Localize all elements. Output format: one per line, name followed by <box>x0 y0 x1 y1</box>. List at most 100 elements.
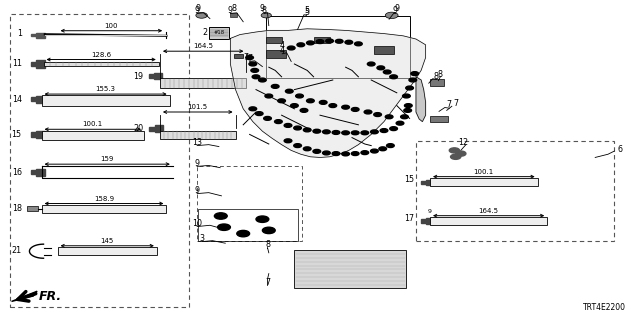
Text: FR.: FR. <box>38 290 61 302</box>
Circle shape <box>307 41 314 45</box>
Text: TRT4E2200: TRT4E2200 <box>583 303 626 312</box>
Circle shape <box>271 84 279 88</box>
Circle shape <box>361 151 369 155</box>
Circle shape <box>218 224 230 230</box>
Text: 9: 9 <box>428 209 432 214</box>
Text: 100.1: 100.1 <box>83 121 103 127</box>
Text: #18: #18 <box>213 30 225 36</box>
Text: 15: 15 <box>12 130 22 139</box>
Circle shape <box>371 130 378 134</box>
Text: 12: 12 <box>458 138 468 147</box>
Circle shape <box>251 68 259 72</box>
Bar <box>374 46 394 54</box>
Text: 9: 9 <box>195 159 200 168</box>
Circle shape <box>300 108 308 112</box>
Text: 15: 15 <box>404 175 415 184</box>
Text: 158.9: 158.9 <box>94 196 114 202</box>
Bar <box>234 54 243 58</box>
Circle shape <box>261 13 271 18</box>
Circle shape <box>449 148 460 153</box>
Polygon shape <box>149 73 162 79</box>
Circle shape <box>297 43 305 47</box>
Bar <box>314 37 330 43</box>
Bar <box>44 61 159 66</box>
Bar <box>266 37 282 43</box>
Circle shape <box>335 39 343 43</box>
Circle shape <box>379 147 387 151</box>
Circle shape <box>296 94 303 98</box>
Circle shape <box>264 116 271 120</box>
Circle shape <box>323 130 330 134</box>
Text: 3: 3 <box>200 234 205 243</box>
Circle shape <box>284 124 292 127</box>
Circle shape <box>456 151 466 156</box>
Circle shape <box>287 46 295 50</box>
Text: 18: 18 <box>12 204 22 213</box>
Polygon shape <box>12 291 37 301</box>
Text: 7: 7 <box>447 100 452 109</box>
Bar <box>266 50 286 58</box>
Text: 16: 16 <box>12 168 22 177</box>
Text: 7: 7 <box>247 54 252 63</box>
Circle shape <box>404 104 412 108</box>
Circle shape <box>351 152 359 156</box>
Text: 4: 4 <box>280 46 285 55</box>
Text: 14: 14 <box>12 95 22 104</box>
Circle shape <box>377 66 385 70</box>
Polygon shape <box>31 60 45 68</box>
Circle shape <box>383 70 391 74</box>
Text: 100: 100 <box>104 23 118 29</box>
Circle shape <box>351 108 359 111</box>
Polygon shape <box>421 218 434 224</box>
Bar <box>430 116 448 122</box>
Text: 9: 9 <box>260 4 265 13</box>
Polygon shape <box>31 96 45 103</box>
Text: 9: 9 <box>195 186 200 195</box>
Text: 11: 11 <box>12 60 22 68</box>
Bar <box>230 13 237 17</box>
Bar <box>430 217 547 225</box>
Circle shape <box>285 89 293 93</box>
Circle shape <box>303 147 311 151</box>
Circle shape <box>342 152 349 156</box>
Circle shape <box>387 144 394 148</box>
Circle shape <box>319 100 327 104</box>
Text: 20: 20 <box>133 124 143 133</box>
Circle shape <box>406 86 413 90</box>
Circle shape <box>374 113 381 116</box>
Text: 9: 9 <box>195 6 200 15</box>
Polygon shape <box>31 33 45 38</box>
Circle shape <box>390 127 397 131</box>
Bar <box>197 166 302 241</box>
Circle shape <box>364 110 372 114</box>
Text: 4: 4 <box>280 41 285 50</box>
Polygon shape <box>149 125 163 132</box>
Circle shape <box>249 107 257 111</box>
Circle shape <box>294 126 301 130</box>
Circle shape <box>291 104 298 108</box>
Circle shape <box>259 78 266 82</box>
Circle shape <box>385 115 393 119</box>
Circle shape <box>313 129 321 133</box>
Text: 155.3: 155.3 <box>95 86 116 92</box>
Circle shape <box>345 40 353 44</box>
Circle shape <box>401 115 408 119</box>
Bar <box>27 206 38 211</box>
Text: 13: 13 <box>192 138 202 147</box>
Circle shape <box>246 56 253 60</box>
Bar <box>416 141 614 241</box>
Circle shape <box>196 12 207 18</box>
Text: 145: 145 <box>100 238 114 244</box>
Circle shape <box>313 149 321 153</box>
Text: 21: 21 <box>12 246 22 255</box>
Bar <box>58 247 157 255</box>
Circle shape <box>329 104 337 108</box>
Circle shape <box>361 131 369 135</box>
Bar <box>160 131 236 139</box>
Bar <box>294 250 406 288</box>
Circle shape <box>385 12 398 19</box>
Bar <box>430 79 444 86</box>
Circle shape <box>323 151 330 155</box>
Bar <box>430 178 538 186</box>
Bar <box>42 131 144 140</box>
